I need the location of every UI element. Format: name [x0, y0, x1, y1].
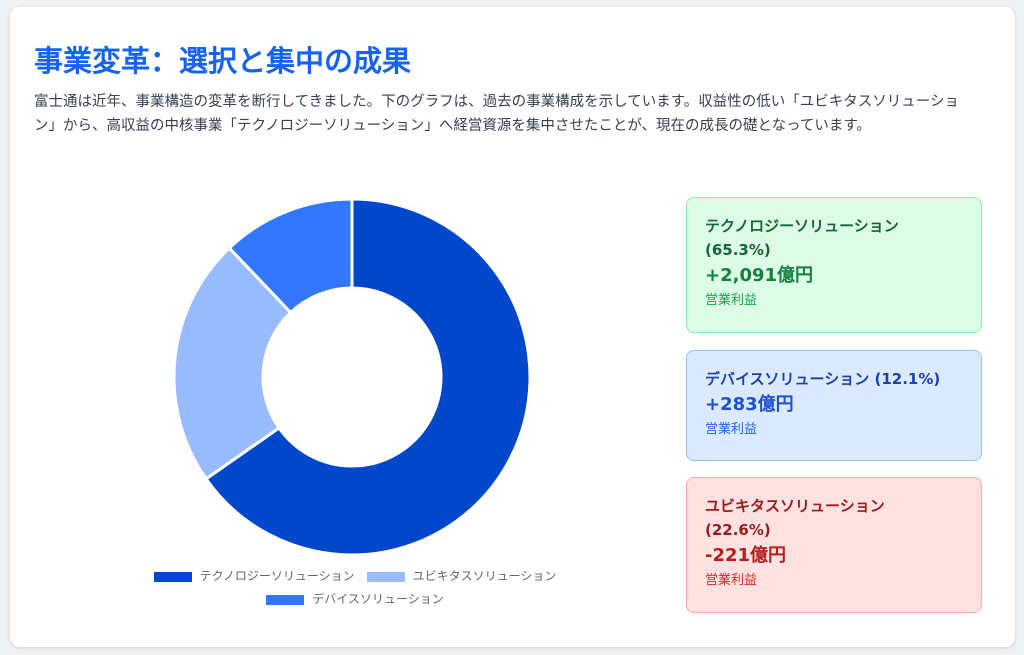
segment-percent: (22.6%)	[705, 521, 771, 539]
legend-item-device[interactable]: デバイスソリューション	[266, 588, 444, 611]
operating-profit-label: 営業利益	[705, 293, 758, 308]
card-device: デバイスソリューション (12.1%) +283億円 営業利益	[686, 350, 982, 461]
page-title: 事業変革：選択と集中の成果	[34, 44, 412, 78]
description: 富士通は近年、事業構造の変革を断行してきました。下のグラフは、過去の事業構成を示…	[34, 94, 959, 134]
segment-name: テクノロジーソリューション	[705, 217, 899, 235]
legend-label: デバイスソリューション	[312, 592, 444, 606]
card-ubiquitous: ユビキタスソリューション (22.6%) -221億円 営業利益	[686, 477, 982, 613]
operating-profit-label: 営業利益	[705, 573, 758, 588]
legend-swatch	[266, 594, 305, 605]
legend-label: テクノロジーソリューション	[199, 569, 355, 583]
donut-slice-technology[interactable]	[203, 197, 532, 557]
operating-profit-value: +283億円	[705, 394, 794, 415]
legend-item-ubiquitous[interactable]: ユビキタスソリューション	[366, 565, 557, 588]
operating-profit-value: -221億円	[705, 545, 787, 566]
segment-name: ユビキタスソリューション	[705, 497, 885, 515]
donut-slice-device[interactable]	[227, 197, 354, 315]
operating-profit-label: 営業利益	[705, 422, 758, 437]
legend-label: ユビキタスソリューション	[412, 569, 557, 583]
operating-profit-value: +2,091億円	[705, 265, 814, 286]
segment-name: デバイスソリューション (12.1%)	[705, 370, 941, 388]
donut-slice-ubiquitous[interactable]	[172, 245, 293, 481]
legend-item-technology[interactable]: テクノロジーソリューション	[153, 565, 355, 588]
legend-swatch	[366, 571, 405, 582]
chart-legend: テクノロジーソリューション ユビキタスソリューション デバイスソリューション	[130, 565, 580, 611]
legend-swatch	[153, 571, 192, 582]
segment-percent: (65.3%)	[705, 241, 771, 259]
card-technology: テクノロジーソリューション (65.3%) +2,091億円 営業利益	[686, 197, 982, 333]
